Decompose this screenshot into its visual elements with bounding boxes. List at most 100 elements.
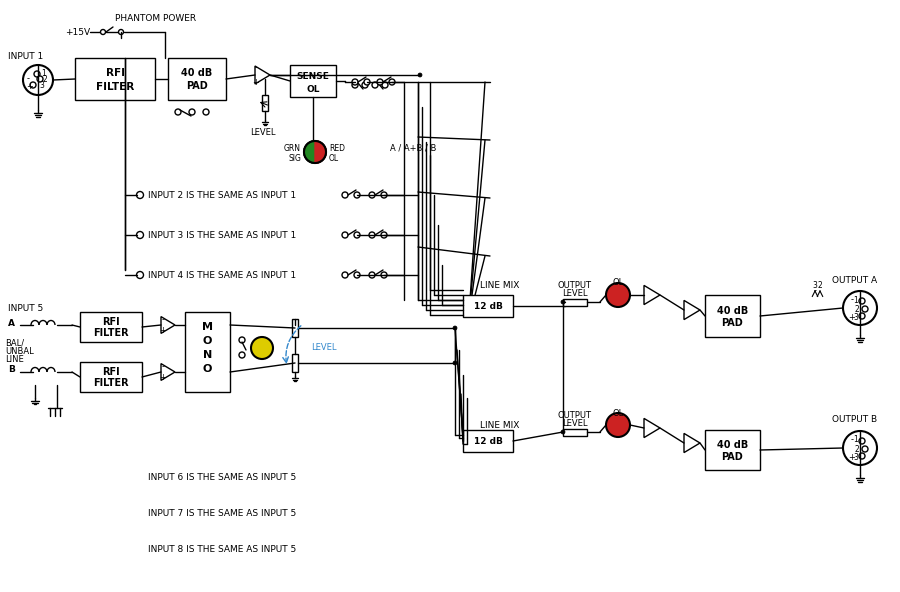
Text: RED: RED xyxy=(329,143,345,153)
Text: PAD: PAD xyxy=(722,452,743,462)
Text: -: - xyxy=(814,287,816,295)
Wedge shape xyxy=(315,141,326,163)
Bar xyxy=(290,65,336,97)
Text: INPUT 4 IS THE SAME AS INPUT 1: INPUT 4 IS THE SAME AS INPUT 1 xyxy=(148,271,296,279)
Circle shape xyxy=(342,192,348,198)
Circle shape xyxy=(453,326,457,330)
Text: PAD: PAD xyxy=(722,318,743,328)
Circle shape xyxy=(354,232,360,238)
Text: 40 dB: 40 dB xyxy=(717,306,748,316)
Text: 3: 3 xyxy=(40,81,44,89)
Text: UNBAL: UNBAL xyxy=(5,346,34,356)
Circle shape xyxy=(381,272,387,278)
Wedge shape xyxy=(304,141,315,163)
Text: LEVEL: LEVEL xyxy=(562,288,588,298)
Circle shape xyxy=(251,337,273,359)
Text: A / A+B / B: A / A+B / B xyxy=(390,143,436,153)
Circle shape xyxy=(389,79,395,85)
Text: OUTPUT A: OUTPUT A xyxy=(832,275,878,285)
Circle shape xyxy=(369,232,375,238)
Text: OUTPUT: OUTPUT xyxy=(558,281,592,289)
Text: PAD: PAD xyxy=(186,81,208,91)
Circle shape xyxy=(369,272,375,278)
Text: INPUT 7 IS THE SAME AS INPUT 5: INPUT 7 IS THE SAME AS INPUT 5 xyxy=(148,510,296,519)
Text: -: - xyxy=(161,316,165,324)
Text: OL: OL xyxy=(329,153,339,162)
Circle shape xyxy=(137,191,143,198)
Circle shape xyxy=(843,291,877,325)
Circle shape xyxy=(137,231,143,239)
Circle shape xyxy=(354,192,360,198)
Text: -: - xyxy=(850,295,853,304)
Bar xyxy=(75,58,155,100)
Circle shape xyxy=(34,71,40,77)
Text: 2: 2 xyxy=(817,281,823,289)
Bar xyxy=(168,58,226,100)
Circle shape xyxy=(859,453,865,459)
Text: OUTPUT B: OUTPUT B xyxy=(832,416,878,424)
Text: -: - xyxy=(255,63,257,72)
Text: RFI: RFI xyxy=(103,367,120,377)
Text: INPUT 1: INPUT 1 xyxy=(8,52,43,60)
Text: INPUT 6 IS THE SAME AS INPUT 5: INPUT 6 IS THE SAME AS INPUT 5 xyxy=(148,474,296,482)
Text: OUTPUT: OUTPUT xyxy=(558,410,592,420)
Circle shape xyxy=(354,272,360,278)
Circle shape xyxy=(862,306,868,312)
Bar xyxy=(463,430,513,452)
Text: 40 dB: 40 dB xyxy=(182,68,212,78)
Text: RFI: RFI xyxy=(105,68,124,78)
Text: FILTER: FILTER xyxy=(96,82,134,92)
Circle shape xyxy=(362,82,368,88)
Circle shape xyxy=(342,272,348,278)
Bar xyxy=(563,429,587,436)
Text: 2: 2 xyxy=(42,75,48,83)
Text: 40 dB: 40 dB xyxy=(717,440,748,450)
Bar xyxy=(80,362,142,392)
Text: -: - xyxy=(850,436,853,445)
Text: A: A xyxy=(8,318,15,327)
Circle shape xyxy=(175,109,181,115)
Circle shape xyxy=(418,73,422,77)
Circle shape xyxy=(377,79,383,85)
Text: LINE MIX: LINE MIX xyxy=(481,420,519,430)
Text: LEVEL: LEVEL xyxy=(311,343,337,352)
Text: INPUT 3 IS THE SAME AS INPUT 1: INPUT 3 IS THE SAME AS INPUT 1 xyxy=(148,230,296,240)
Text: 1: 1 xyxy=(853,436,859,445)
Bar xyxy=(705,430,760,470)
Circle shape xyxy=(23,65,53,95)
Circle shape xyxy=(382,82,388,88)
Circle shape xyxy=(453,361,457,365)
Circle shape xyxy=(606,283,630,307)
Text: B: B xyxy=(8,365,15,375)
Circle shape xyxy=(372,82,378,88)
Text: GRN: GRN xyxy=(284,143,301,153)
Bar xyxy=(292,319,298,337)
Circle shape xyxy=(239,337,245,343)
Text: 2: 2 xyxy=(855,445,860,453)
Text: -: - xyxy=(161,362,165,372)
Text: +: + xyxy=(159,326,166,334)
Circle shape xyxy=(862,446,868,452)
Circle shape xyxy=(561,430,565,434)
Circle shape xyxy=(859,438,865,444)
Text: INPUT 5: INPUT 5 xyxy=(8,304,43,313)
Text: SIG: SIG xyxy=(288,153,301,162)
Text: FILTER: FILTER xyxy=(94,328,129,338)
Bar xyxy=(292,354,298,372)
Circle shape xyxy=(561,300,565,304)
Text: LINE MIX: LINE MIX xyxy=(481,281,519,289)
Circle shape xyxy=(30,82,36,88)
Text: INPUT 8 IS THE SAME AS INPUT 5: INPUT 8 IS THE SAME AS INPUT 5 xyxy=(148,545,296,555)
Circle shape xyxy=(352,79,358,85)
Circle shape xyxy=(843,431,877,465)
Text: OL: OL xyxy=(306,85,319,94)
Text: +: + xyxy=(27,82,33,91)
Bar xyxy=(563,298,587,305)
Text: O: O xyxy=(202,364,212,374)
Text: -: - xyxy=(26,75,30,83)
Text: OL: OL xyxy=(612,278,624,287)
Text: 3: 3 xyxy=(813,281,817,289)
Bar xyxy=(705,295,760,337)
Text: LINE: LINE xyxy=(5,355,23,363)
Text: LEVEL: LEVEL xyxy=(250,127,275,137)
